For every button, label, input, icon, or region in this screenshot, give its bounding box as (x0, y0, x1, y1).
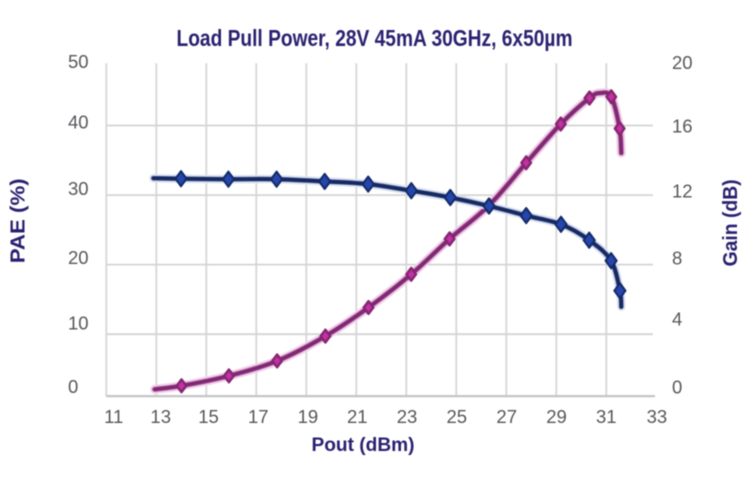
svg-text:10: 10 (68, 312, 89, 333)
svg-text:21: 21 (347, 406, 368, 427)
svg-text:PAE (%): PAE (%) (8, 178, 30, 263)
svg-text:0: 0 (672, 377, 682, 398)
svg-text:23: 23 (397, 406, 418, 427)
svg-text:16: 16 (672, 116, 693, 137)
svg-text:31: 31 (596, 406, 617, 427)
svg-text:30: 30 (68, 178, 89, 199)
svg-text:20: 20 (68, 247, 89, 268)
svg-text:13: 13 (150, 406, 171, 427)
svg-text:25: 25 (447, 406, 468, 427)
svg-text:50: 50 (68, 51, 89, 72)
svg-text:8: 8 (672, 248, 682, 269)
svg-text:15: 15 (198, 406, 219, 427)
svg-text:11: 11 (104, 406, 123, 427)
svg-text:12: 12 (672, 181, 693, 202)
svg-text:Load Pull Power, 28V 45mA 30GH: Load Pull Power, 28V 45mA 30GHz, 6x50µm (177, 25, 573, 51)
svg-text:Gain (dB): Gain (dB) (720, 179, 742, 266)
svg-text:19: 19 (298, 406, 319, 427)
svg-text:4: 4 (672, 308, 682, 329)
svg-text:20: 20 (672, 52, 693, 73)
svg-text:33: 33 (647, 406, 668, 427)
svg-text:27: 27 (496, 406, 517, 427)
svg-text:Pout (dBm): Pout (dBm) (312, 435, 415, 456)
svg-text:29: 29 (546, 406, 567, 427)
svg-text:0: 0 (68, 376, 78, 397)
svg-text:17: 17 (248, 406, 269, 427)
svg-text:40: 40 (68, 112, 89, 133)
